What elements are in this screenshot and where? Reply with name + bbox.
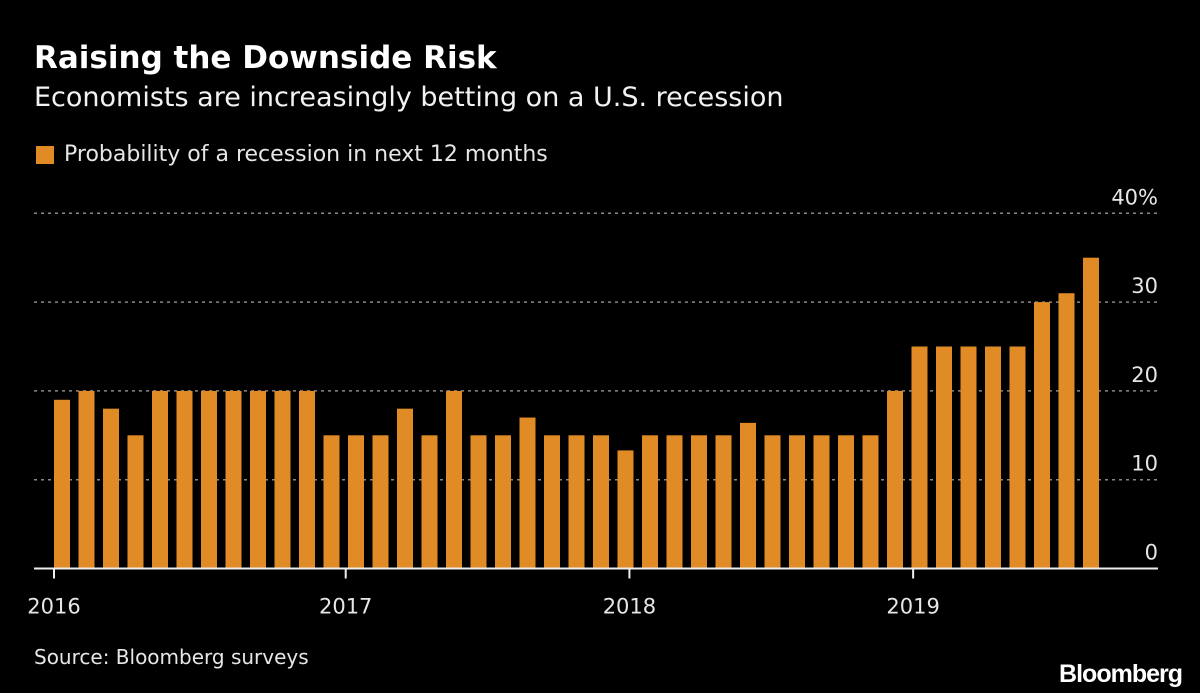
bar bbox=[127, 435, 144, 569]
y-tick-label: 40% bbox=[1111, 185, 1158, 209]
bar bbox=[152, 390, 168, 569]
bar bbox=[274, 390, 291, 569]
x-tick-label: 2017 bbox=[319, 595, 372, 619]
bar bbox=[838, 435, 854, 569]
bar bbox=[1083, 257, 1099, 569]
bar bbox=[348, 435, 364, 569]
bar bbox=[201, 390, 217, 569]
bar bbox=[225, 390, 242, 569]
bar bbox=[568, 435, 585, 569]
bar bbox=[936, 346, 952, 569]
bar bbox=[323, 435, 340, 569]
bar bbox=[78, 390, 95, 569]
bar bbox=[740, 422, 756, 569]
bar bbox=[544, 435, 560, 569]
bar bbox=[1009, 346, 1026, 569]
chart-subtitle: Economists are increasingly betting on a… bbox=[34, 82, 784, 113]
bar bbox=[250, 390, 266, 569]
bar bbox=[519, 417, 536, 569]
legend-swatch bbox=[36, 145, 54, 164]
bar bbox=[813, 435, 830, 569]
bar bbox=[617, 450, 634, 569]
chart-title: Raising the Downside Risk bbox=[34, 40, 497, 76]
bar bbox=[691, 435, 707, 569]
bar bbox=[397, 408, 413, 569]
x-tick-label: 2019 bbox=[886, 595, 939, 619]
bar bbox=[495, 435, 511, 569]
y-tick-label: 20 bbox=[1131, 363, 1158, 387]
bloomberg-logo: Bloomberg bbox=[1059, 660, 1183, 688]
bar bbox=[1034, 302, 1050, 569]
bar bbox=[1058, 293, 1075, 569]
y-tick-label: 10 bbox=[1131, 452, 1158, 476]
bar bbox=[446, 390, 462, 569]
bar bbox=[54, 399, 70, 569]
bar bbox=[887, 390, 903, 569]
bar bbox=[421, 435, 438, 569]
bar bbox=[642, 435, 658, 569]
bar bbox=[715, 435, 732, 569]
bar bbox=[470, 435, 487, 569]
legend-label: Probability of a recession in next 12 mo… bbox=[64, 142, 548, 167]
bar bbox=[666, 435, 683, 569]
bar bbox=[789, 435, 805, 569]
bar bbox=[764, 435, 781, 569]
bar bbox=[862, 435, 879, 569]
bar bbox=[985, 346, 1001, 569]
legend: Probability of a recession in next 12 mo… bbox=[36, 142, 548, 167]
x-tick-label: 2018 bbox=[603, 595, 656, 619]
bar bbox=[911, 346, 928, 569]
bar bbox=[103, 408, 119, 569]
bar bbox=[960, 346, 977, 569]
bar bbox=[176, 390, 193, 569]
x-tick-label: 2016 bbox=[27, 595, 80, 619]
bar bbox=[372, 435, 389, 569]
y-tick-label: 0 bbox=[1145, 541, 1158, 565]
bar bbox=[593, 435, 609, 569]
y-tick-label: 30 bbox=[1131, 274, 1158, 298]
source-note: Source: Bloomberg surveys bbox=[34, 645, 309, 669]
bar bbox=[299, 390, 315, 569]
